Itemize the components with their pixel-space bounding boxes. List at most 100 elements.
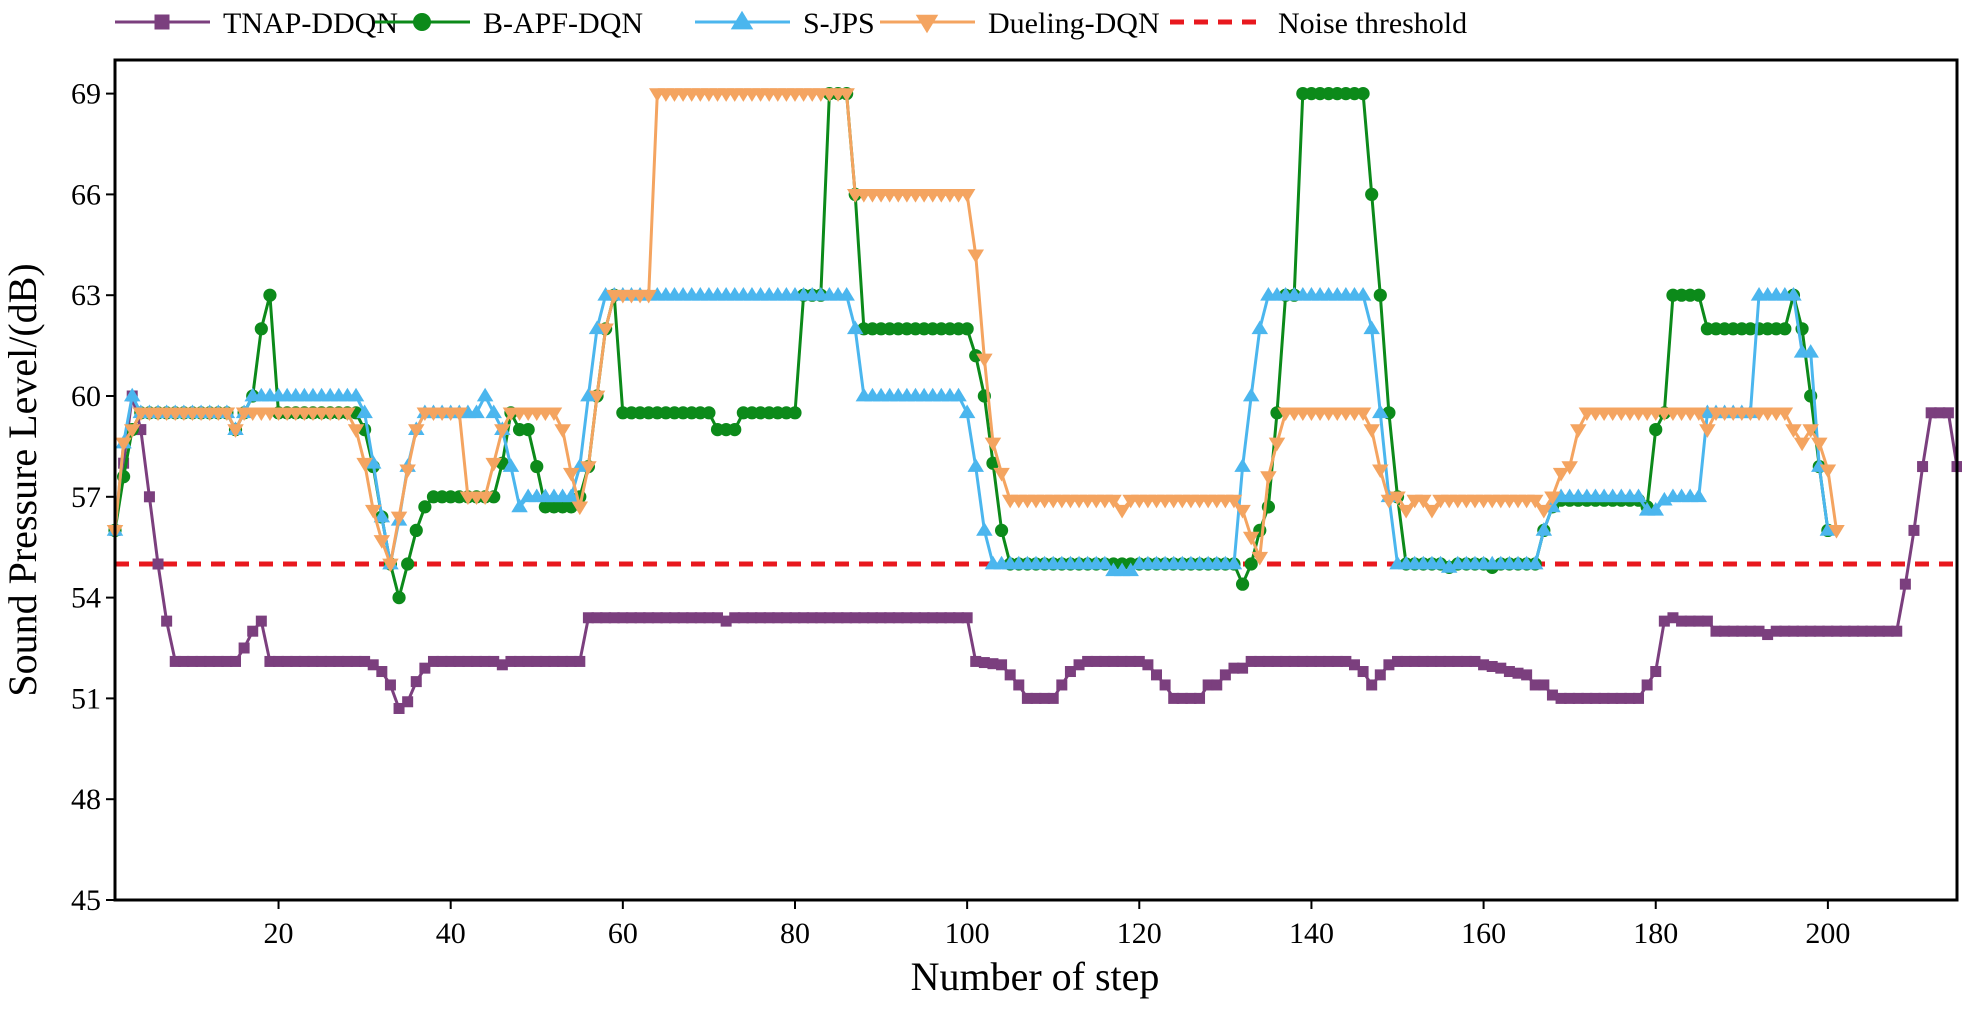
data-point: [597, 323, 614, 338]
data-point: [161, 615, 173, 627]
x-axis: 20 40 60 80 100 120 140 160 180 200: [264, 900, 1850, 950]
data-point: [953, 612, 965, 624]
data-point: [960, 322, 974, 336]
data-point: [1047, 692, 1059, 704]
data-point: [806, 612, 818, 624]
data-point: [987, 658, 999, 670]
data-point: [1064, 666, 1076, 678]
data-point: [554, 424, 571, 438]
data-point: [123, 387, 141, 402]
data-point: [961, 612, 973, 624]
data-point: [408, 424, 425, 438]
data-point: [1544, 491, 1561, 506]
data-point: [502, 458, 520, 472]
data-point: [1383, 659, 1395, 671]
data-point: [1762, 629, 1774, 641]
data-point: [1314, 655, 1326, 667]
data-point: [1819, 464, 1837, 479]
data-point: [1363, 320, 1380, 335]
data-point: [254, 322, 268, 336]
data-point: [1251, 320, 1269, 335]
data-point: [702, 406, 716, 420]
data-point: [1365, 187, 1379, 201]
legend-item: B-APF-DQN: [375, 7, 643, 40]
data-point: [562, 467, 580, 482]
plot-marks: [106, 87, 1962, 714]
data-point: [521, 423, 535, 437]
data-point: [600, 612, 612, 624]
y-tick-label: 69: [71, 78, 101, 111]
data-point: [1372, 404, 1389, 419]
data-point: [333, 655, 345, 667]
x-tick-label: 40: [436, 917, 466, 950]
data-point: [958, 404, 976, 419]
data-point: [909, 612, 921, 624]
data-point: [1331, 655, 1343, 667]
data-point: [1796, 625, 1808, 637]
data-point: [996, 659, 1008, 671]
data-point: [1917, 461, 1929, 473]
data-point: [1185, 692, 1197, 704]
data-point: [729, 612, 741, 624]
data-point: [815, 612, 827, 624]
data-point: [1090, 655, 1102, 667]
data-point: [281, 655, 293, 667]
data-point: [1297, 655, 1309, 667]
data-point: [1254, 655, 1266, 667]
data-point: [471, 655, 483, 667]
data-point: [1168, 692, 1180, 704]
data-point: [1779, 625, 1791, 637]
data-point: [479, 655, 491, 667]
data-point: [1658, 615, 1670, 627]
data-point: [1348, 659, 1360, 671]
data-point: [1363, 424, 1380, 438]
data-point: [984, 437, 1002, 452]
data-point: [1561, 461, 1578, 475]
data-point: [1105, 494, 1122, 509]
data-point: [1690, 407, 1708, 422]
data-point: [1882, 625, 1894, 637]
data-point: [1435, 655, 1447, 667]
legend-marker: [413, 13, 431, 31]
data-point: [1237, 662, 1249, 674]
data-point: [453, 655, 465, 667]
data-point: [1692, 288, 1706, 302]
data-point: [1899, 578, 1911, 590]
series-dueling-dqn: [106, 88, 1845, 573]
data-point: [1684, 615, 1696, 627]
data-point: [1699, 424, 1716, 438]
data-point: [1323, 655, 1335, 667]
data-point: [427, 655, 439, 667]
data-point: [1822, 625, 1834, 637]
y-tick-label: 45: [71, 884, 101, 917]
series-line: [113, 92, 1830, 598]
data-point: [608, 612, 620, 624]
data-point: [884, 612, 896, 624]
data-point: [1271, 655, 1283, 667]
data-point: [1787, 625, 1799, 637]
data-point: [1242, 531, 1260, 546]
data-point: [617, 612, 629, 624]
data-point: [118, 457, 130, 469]
data-point: [1030, 692, 1042, 704]
data-point: [410, 676, 422, 688]
data-point: [1719, 625, 1731, 637]
y-axis: 45 48 51 54 57 60 63 66 69: [71, 78, 115, 917]
data-point: [838, 286, 855, 301]
data-point: [531, 655, 543, 667]
data-point: [505, 655, 517, 667]
data-point: [1280, 655, 1292, 667]
data-point: [720, 615, 732, 627]
x-axis-label: Number of step: [911, 954, 1160, 999]
data-point: [143, 491, 155, 503]
data-point: [849, 612, 861, 624]
data-point: [978, 657, 990, 669]
data-point: [511, 498, 528, 513]
data-point: [1409, 655, 1421, 667]
data-point: [1225, 494, 1243, 509]
data-point: [841, 612, 853, 624]
legend-marker: [154, 14, 170, 30]
data-point: [1693, 615, 1705, 627]
plot-frame: [113, 58, 1959, 902]
data-point: [1415, 494, 1432, 509]
